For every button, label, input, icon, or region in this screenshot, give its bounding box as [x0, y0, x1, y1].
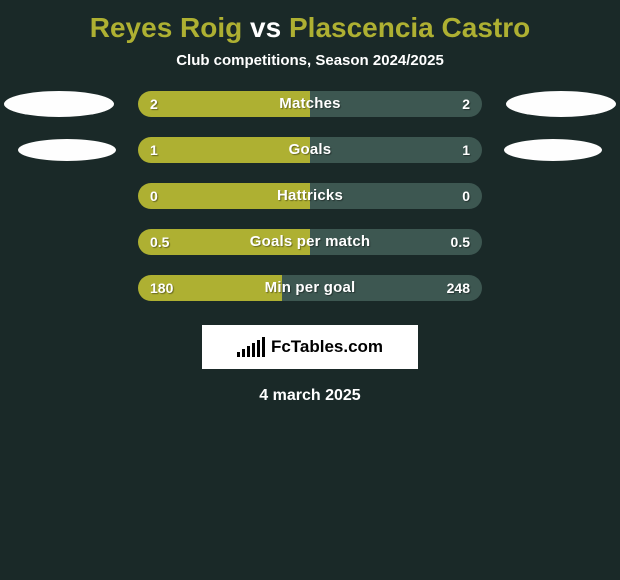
stat-row: 22Matches [0, 91, 620, 117]
bar-track: 00Hattricks [138, 183, 482, 209]
left-badge [18, 139, 116, 161]
comparison-widget: Reyes Roig vs Plascencia Castro Club com… [0, 0, 620, 405]
right-badge [504, 139, 602, 161]
bar-label: Goals per match [138, 229, 482, 255]
vs-text: vs [250, 12, 281, 43]
title: Reyes Roig vs Plascencia Castro [0, 8, 620, 52]
bar-label: Matches [138, 91, 482, 117]
stat-row: 180248Min per goal [0, 275, 620, 301]
left-badge [4, 91, 114, 117]
bar-track: 22Matches [138, 91, 482, 117]
bar-track: 11Goals [138, 137, 482, 163]
bar-track: 180248Min per goal [138, 275, 482, 301]
stat-rows: 22Matches 11Goals 00Hattricks 0.50.5Goals p… [0, 91, 620, 301]
bar-label: Min per goal [138, 275, 482, 301]
stat-row: 11Goals [0, 137, 620, 163]
brand-prefix: Fc [271, 337, 291, 356]
chart-icon-bar [262, 337, 265, 357]
brand-badge[interactable]: FcTables.com [202, 325, 418, 369]
brand-text: FcTables.com [271, 337, 383, 357]
stat-row: 00Hattricks [0, 183, 620, 209]
date: 4 march 2025 [0, 387, 620, 405]
bar-label: Goals [138, 137, 482, 163]
brand-suffix: .com [343, 337, 383, 356]
chart-icon-bar [252, 343, 255, 357]
bar-track: 0.50.5Goals per match [138, 229, 482, 255]
chart-icon-bar [237, 352, 240, 357]
chart-icon [237, 337, 265, 357]
chart-icon-bar [242, 349, 245, 357]
player2-name: Plascencia Castro [289, 12, 530, 43]
bar-label: Hattricks [138, 183, 482, 209]
player1-name: Reyes Roig [90, 12, 243, 43]
subtitle: Club competitions, Season 2024/2025 [0, 52, 620, 91]
brand-main: Tables [291, 337, 344, 356]
stat-row: 0.50.5Goals per match [0, 229, 620, 255]
right-badge [506, 91, 616, 117]
chart-icon-bar [247, 346, 250, 357]
chart-icon-bar [257, 340, 260, 357]
